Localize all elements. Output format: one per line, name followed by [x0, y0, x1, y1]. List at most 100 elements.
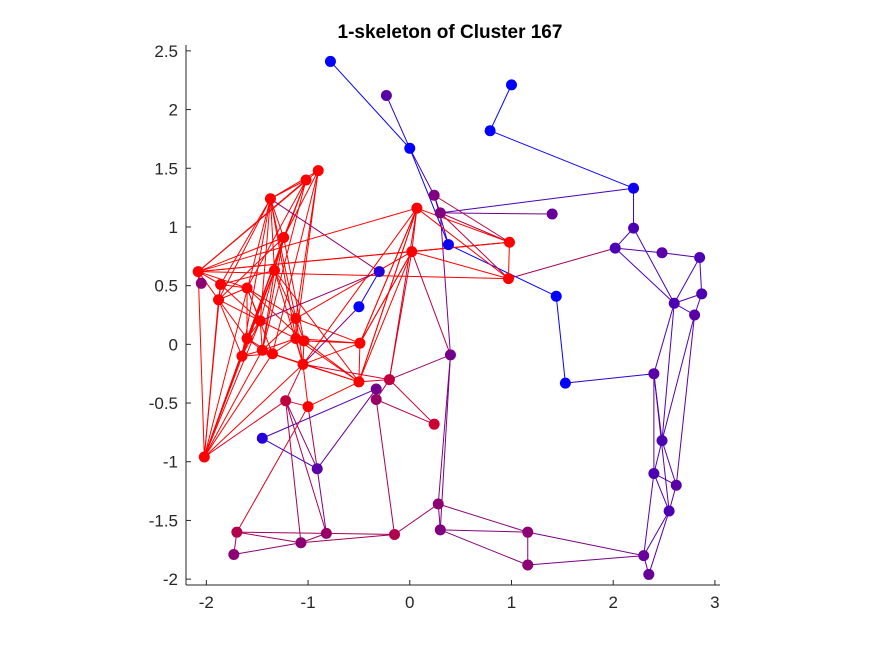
edge-line	[673, 257, 701, 304]
data-point	[628, 222, 640, 234]
edge-line	[643, 510, 670, 556]
x-tick-label: -1	[300, 593, 315, 612]
edge-line	[218, 237, 284, 301]
edge-line	[197, 271, 219, 301]
edge-line	[643, 473, 655, 556]
data-point	[370, 394, 382, 406]
data-point	[241, 332, 253, 344]
edge-line	[259, 237, 285, 322]
edge-line	[615, 247, 663, 254]
edge-line	[358, 343, 361, 382]
data-point	[353, 376, 365, 388]
edge-line	[375, 399, 396, 535]
edge-line	[675, 314, 696, 486]
data-point	[663, 505, 675, 517]
data-point	[505, 79, 517, 91]
edge-line	[285, 364, 304, 401]
data-point	[648, 467, 660, 479]
y-tick-label: 2.5	[154, 42, 178, 61]
data-point	[213, 294, 225, 306]
edge-line	[440, 529, 528, 533]
data-point	[311, 463, 323, 475]
edge-line	[218, 299, 243, 357]
axes-layer: -2 -1 0 1 2 3 -2 -1.5 -1 -0.5 0 0.5 1 1.5 2 2.5	[149, 42, 720, 612]
edge-line	[236, 406, 309, 533]
data-point	[231, 526, 243, 538]
edge-line	[198, 207, 418, 273]
edge-line	[197, 179, 307, 272]
data-point	[546, 208, 558, 220]
data-point	[280, 395, 292, 407]
data-point	[559, 377, 571, 389]
data-point	[404, 142, 416, 154]
data-point	[278, 232, 290, 244]
edge-line	[307, 381, 360, 408]
edge-line	[260, 320, 297, 339]
y-tick-label: -1.5	[149, 511, 178, 530]
y-tick-label: 0	[169, 335, 178, 354]
edge-line	[303, 340, 360, 383]
edge-line	[197, 271, 205, 458]
data-point	[668, 297, 680, 309]
edge-line	[358, 271, 380, 308]
edge-line	[285, 400, 327, 534]
edge-line	[262, 338, 297, 351]
data-point	[696, 288, 708, 300]
edge-line	[262, 388, 377, 439]
edge-line	[388, 208, 418, 380]
edge-line	[316, 388, 377, 470]
edge-line	[302, 363, 390, 381]
data-point	[522, 559, 534, 571]
edge-line	[409, 148, 435, 196]
data-point	[373, 266, 385, 278]
data-point	[389, 529, 401, 541]
edge-line	[302, 364, 309, 407]
data-point	[380, 89, 392, 101]
data-point	[354, 337, 366, 349]
edge-line	[330, 61, 411, 149]
edge-line	[283, 170, 319, 238]
edge-line	[527, 531, 644, 557]
edge-line	[300, 534, 395, 544]
edge-line	[359, 251, 413, 344]
data-point	[268, 264, 280, 276]
edge-line	[614, 247, 675, 304]
edge-line	[416, 207, 510, 243]
edge-line	[411, 241, 510, 253]
data-point	[295, 537, 307, 549]
data-point	[444, 349, 456, 361]
edge-line	[440, 212, 553, 215]
edge-line	[261, 270, 275, 351]
data-point	[266, 348, 278, 360]
edge-line	[555, 296, 566, 384]
data-point	[434, 524, 446, 536]
data-point	[298, 335, 310, 347]
data-point	[192, 266, 204, 278]
edge-line	[653, 303, 675, 374]
edge-line	[261, 318, 297, 351]
y-tick-label: 1	[169, 218, 178, 237]
data-point	[370, 383, 382, 395]
y-tick-label: -1	[163, 453, 178, 472]
edge-line	[440, 529, 528, 566]
edge-line	[260, 271, 380, 322]
edge-line	[359, 207, 418, 344]
data-point	[434, 207, 446, 219]
y-tick-label: 2	[169, 101, 178, 120]
edge-line	[433, 195, 449, 245]
data-point	[484, 125, 496, 137]
data-point	[609, 242, 621, 254]
edge-line	[204, 400, 286, 458]
data-point	[442, 239, 454, 251]
data-point	[689, 309, 701, 321]
edge-line	[411, 208, 418, 252]
edge-line	[389, 354, 451, 381]
edge-line	[246, 287, 297, 319]
edge-line	[198, 271, 509, 280]
data-point	[670, 479, 682, 491]
edge-line	[203, 349, 263, 458]
edge-line	[653, 473, 670, 512]
edge-line	[262, 437, 318, 470]
